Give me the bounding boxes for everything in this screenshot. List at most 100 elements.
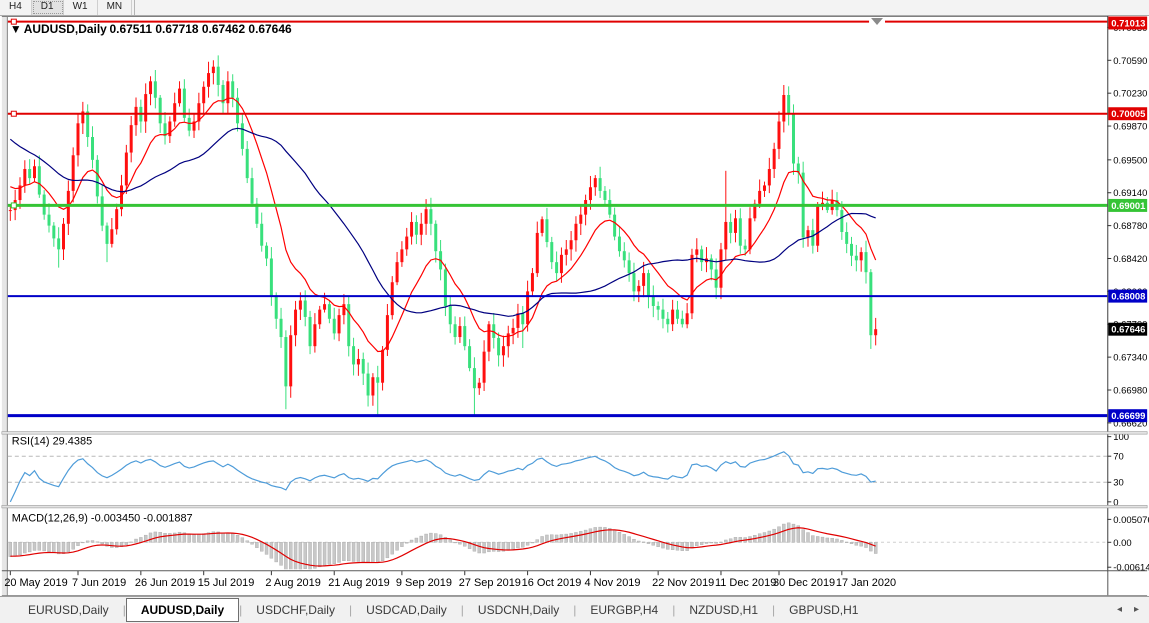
macd-histogram-bar <box>322 542 327 566</box>
tab-usdcnh-daily[interactable]: USDCNH,Daily <box>477 603 560 618</box>
macd-histogram-bar <box>56 542 61 555</box>
macd-histogram-bar <box>42 542 46 552</box>
macd-histogram-bar <box>487 542 491 552</box>
candle-bull <box>318 309 322 325</box>
candle-bear <box>811 230 815 246</box>
macd-histogram-bar <box>380 542 385 561</box>
candle-bear <box>738 218 742 246</box>
candle-bull <box>501 346 505 356</box>
chart-shift-marker[interactable] <box>871 17 884 25</box>
candle-bear <box>550 242 554 263</box>
tab-gbpusd-h1[interactable]: GBPUSD,H1 <box>789 603 859 618</box>
candle-bear <box>91 136 95 160</box>
macd-histogram-bar <box>8 542 13 557</box>
price-tag-0.71013-label: 0.71013 <box>1111 18 1145 29</box>
time-tick-label: 17 Jan 2020 <box>836 577 896 589</box>
macd-histogram-bar <box>187 533 191 543</box>
candle-bull <box>337 315 341 334</box>
hline-handle[interactable] <box>10 110 17 117</box>
candle-bull <box>487 324 491 352</box>
macd-histogram-bar <box>714 542 718 544</box>
tab-eurusd-daily[interactable]: EURUSD,Daily <box>28 603 109 618</box>
candle-bull <box>76 123 80 156</box>
candle-bull <box>593 178 597 188</box>
macd-histogram-bar <box>603 527 607 543</box>
macd-histogram-bar <box>709 542 714 544</box>
macd-histogram-bar <box>516 542 520 549</box>
macd-histogram-bar <box>719 541 723 543</box>
timeframe-mn[interactable]: MN <box>97 0 133 15</box>
macd-histogram-bar <box>85 540 90 543</box>
candle-bull <box>733 218 737 233</box>
candle-bear <box>153 81 157 98</box>
macd-histogram-bar <box>385 542 390 559</box>
candle-bull <box>458 326 462 337</box>
tab-usdcad-daily[interactable]: USDCAD,Daily <box>366 603 447 618</box>
candle-bull <box>226 81 230 104</box>
macd-histogram-bar <box>612 529 617 543</box>
macd-histogram-bar <box>231 533 235 543</box>
candle-bull <box>124 152 128 186</box>
candle-bull <box>637 285 641 292</box>
pane-splitter[interactable] <box>1 431 1148 435</box>
macd-histogram-bar <box>844 541 849 543</box>
candle-bear <box>840 210 844 232</box>
candle-bear <box>265 245 269 259</box>
tab-nzdusd-h1[interactable]: NZDUSD,H1 <box>689 603 758 618</box>
tab-audusd-daily[interactable]: AUDUSD,Daily <box>125 598 240 623</box>
rsi-line <box>9 451 876 503</box>
candle-bear <box>376 377 380 383</box>
candle-bull <box>685 313 689 325</box>
hline-handle[interactable] <box>10 18 17 25</box>
macd-signal-line <box>10 527 876 567</box>
macd-histogram-bar <box>347 542 351 561</box>
candle-bull <box>178 88 182 104</box>
chart-canvas[interactable]: 0.709500.705900.702300.698700.695000.691… <box>0 15 1149 597</box>
candle-bull <box>385 315 389 350</box>
candle-bear <box>796 163 800 173</box>
candle-bear <box>497 337 501 356</box>
candle-bear <box>327 304 331 319</box>
macd-histogram-bar <box>550 534 554 543</box>
candle-bear <box>57 238 61 250</box>
candle-bull <box>202 86 206 104</box>
chart-title-symbol: AUDUSD,Daily <box>24 22 107 36</box>
timeframe-d1[interactable]: D1 <box>31 0 64 15</box>
timeframe-h4[interactable]: H4 <box>0 0 32 15</box>
macd-histogram-bar <box>361 542 365 563</box>
tab-scroll-left-icon[interactable]: ◂ <box>1116 604 1122 616</box>
candle-bear <box>47 214 51 226</box>
pane-separators[interactable] <box>1 431 1148 597</box>
tab-separator: | <box>573 603 577 618</box>
candle-bull <box>748 218 752 250</box>
rsi-scale-label: 100 <box>1113 432 1129 443</box>
macd-histogram-bar <box>414 537 419 543</box>
price-axis-bg[interactable] <box>1108 15 1149 597</box>
macd-histogram-bar <box>632 538 636 543</box>
hline-handle[interactable] <box>10 202 17 209</box>
tab-scroll-right-icon[interactable]: ▸ <box>1133 604 1139 616</box>
tab-eurgbp-h4[interactable]: EURGBP,H4 <box>590 603 659 618</box>
macd-histogram-bar <box>308 542 312 570</box>
candle-bear <box>521 313 525 325</box>
macd-histogram-bar <box>448 539 452 543</box>
candle-bear <box>463 326 467 347</box>
tab-usdchf-daily[interactable]: USDCHF,Daily <box>256 603 335 618</box>
macd-histogram-bar <box>574 532 578 543</box>
macd-histogram-bar <box>685 542 689 551</box>
macd-histogram-bar <box>168 533 172 543</box>
time-axis-bg[interactable] <box>7 571 1108 596</box>
chart-dropdown-icon[interactable]: ▼ <box>10 22 22 36</box>
time-axis[interactable]: 20 May 2019 7 Jun 2019 26 Jun 2019 15 Jul 2… <box>4 570 1108 596</box>
timeframe-w1[interactable]: W1 <box>63 0 98 15</box>
macd-histogram-bar <box>535 539 539 543</box>
candle-bear <box>28 168 32 179</box>
price-axis[interactable]: 0.709500.705900.702300.698700.695000.691… <box>1107 15 1149 597</box>
candle-bear <box>100 196 104 226</box>
candle-bull <box>298 300 302 310</box>
candle-bull <box>535 232 539 274</box>
candle-bear <box>468 346 472 369</box>
horizontal-level-lines[interactable] <box>7 17 1108 418</box>
pane-splitter[interactable] <box>1 505 1148 509</box>
candle-bear <box>545 219 549 243</box>
